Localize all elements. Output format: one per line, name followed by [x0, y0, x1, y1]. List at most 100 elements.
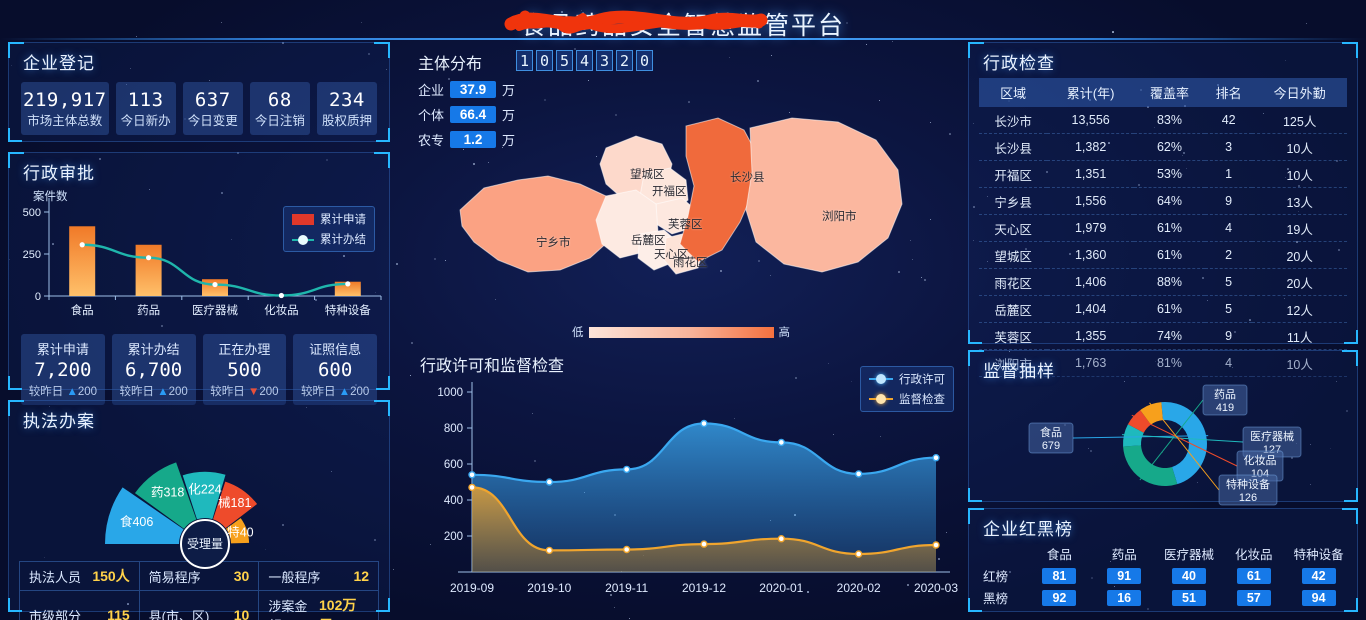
kpi-card[interactable]: 68 今日注销 [250, 82, 310, 135]
table-cell: 74% [1134, 323, 1205, 350]
svg-text:械181: 械181 [218, 495, 251, 510]
stat-card-value: 500 [203, 359, 287, 381]
stat-card-delta: 较昨日 ▲200 [112, 383, 196, 399]
enforcement-stats-table: 执法人员 150人 简易程序 30 一般程序 12 市级部分 115 县(市、区) 1… [19, 561, 379, 620]
map-legend-high-label: 高 [779, 324, 791, 340]
svg-text:食406: 食406 [120, 514, 153, 529]
red-black-header-row: 食品 药品 医疗器械 化妆品 特种设备 [975, 544, 1351, 563]
enforcement-stat-cell: 一般程序 12 [258, 562, 378, 590]
administrative-inspection-table: 区域 累计(年) 覆盖率 排名 今日外勤 长沙市 13,556 83% 42 125人 长沙县 1,… [979, 78, 1347, 377]
svg-text:食品: 食品 [71, 303, 94, 317]
table-row[interactable]: 雨花区 1,406 88% 5 20人 [979, 269, 1347, 296]
svg-text:特40: 特40 [227, 524, 253, 539]
map-region-label[interactable]: 雨花区 [673, 254, 708, 270]
red-black-list-title: 企业红黑榜 [969, 509, 1357, 540]
page-title: 食品药品安全智慧监管平台 [0, 6, 1366, 42]
table-cell: 64% [1134, 188, 1205, 215]
table-cell: 11人 [1252, 323, 1347, 350]
red-black-cell: 40 [1157, 568, 1222, 584]
table-column-header: 排名 [1205, 78, 1252, 107]
table-row[interactable]: 望城区 1,360 61% 2 20人 [979, 242, 1347, 269]
table-cell: 岳麓区 [979, 296, 1047, 323]
counter-digit: 3 [596, 50, 613, 71]
table-cell: 长沙市 [979, 107, 1047, 134]
kpi-value: 113 [118, 89, 174, 111]
table-row[interactable]: 芙蓉区 1,355 74% 9 11人 [979, 323, 1347, 350]
delta-arrow-icon: ▲ [339, 386, 350, 398]
table-cell: 53% [1134, 161, 1205, 188]
panel-permit-inspection: 行政许可和监督检查 200 400 600 800 1000 2019-09 2019-10… [414, 352, 960, 614]
stat-card-label: 累计办结 [112, 339, 196, 358]
table-cell: 4 [1205, 215, 1252, 242]
red-black-column-header: 化妆品 [1221, 544, 1286, 563]
stat-card[interactable]: 证照信息 600 较昨日 ▲200 [293, 334, 377, 405]
table-row[interactable]: 岳麓区 1,404 61% 5 12人 [979, 296, 1347, 323]
svg-text:医疗器械: 医疗器械 [192, 303, 238, 317]
svg-text:250: 250 [23, 249, 41, 261]
map-region-label[interactable]: 开福区 [652, 183, 687, 199]
supervision-sampling-title: 监督抽样 [969, 351, 1357, 382]
enforcement-stat-cell: 涉案金额 102万元 [258, 591, 378, 620]
red-black-cell: 81 [1027, 568, 1092, 584]
map-region-label[interactable]: 宁乡市 [536, 234, 571, 250]
table-column-header: 区域 [979, 78, 1047, 107]
svg-text:化妆品: 化妆品 [1244, 453, 1277, 467]
legend-swatch-line-icon [292, 234, 314, 245]
svg-text:化妆品: 化妆品 [264, 303, 299, 317]
enforcement-stat-cell: 执法人员 150人 [20, 562, 139, 590]
table-cell: 芙蓉区 [979, 323, 1047, 350]
counter-digit: 5 [556, 50, 573, 71]
kpi-card[interactable]: 113 今日新办 [116, 82, 176, 135]
administrative-approval-title: 行政审批 [9, 153, 389, 184]
svg-text:药品: 药品 [1214, 388, 1236, 401]
red-black-cell: 61 [1221, 568, 1286, 584]
svg-text:200: 200 [444, 531, 463, 543]
stat-card-delta: 较昨日 ▲200 [293, 383, 377, 399]
red-black-column-header: 特种设备 [1286, 544, 1351, 563]
table-cell: 10人 [1252, 161, 1347, 188]
stat-card-delta: 较昨日 ▼200 [203, 383, 287, 399]
red-black-row: 黑榜 92 16 51 57 94 [975, 588, 1351, 607]
table-row[interactable]: 长沙县 1,382 62% 3 10人 [979, 134, 1347, 161]
enforcement-rose-chart: 食406 药318 化224 械181 特40 受理量 [9, 432, 389, 557]
table-cell: 20人 [1252, 242, 1347, 269]
table-row[interactable]: 天心区 1,979 61% 4 19人 [979, 215, 1347, 242]
red-black-column-header: 食品 [1027, 544, 1092, 563]
map-region-label[interactable]: 芙蓉区 [668, 216, 703, 232]
table-cell: 13,556 [1047, 107, 1134, 134]
stat-card-value: 6,700 [112, 359, 196, 381]
table-cell: 望城区 [979, 242, 1047, 269]
table-cell: 19人 [1252, 215, 1347, 242]
kpi-card[interactable]: 234 股权质押 [317, 82, 377, 135]
delta-arrow-icon: ▲ [157, 386, 168, 398]
table-cell: 1,351 [1047, 161, 1134, 188]
table-cell: 10人 [1252, 134, 1347, 161]
table-cell: 1 [1205, 161, 1252, 188]
table-cell: 61% [1134, 215, 1205, 242]
map-region-label[interactable]: 浏阳市 [822, 208, 857, 224]
stat-card-label: 证照信息 [293, 339, 377, 358]
enforcement-stat-value: 115 [107, 607, 130, 620]
map-region-label[interactable]: 望城区 [630, 166, 665, 182]
table-cell: 2 [1205, 242, 1252, 269]
table-row[interactable]: 长沙市 13,556 83% 42 125人 [979, 107, 1347, 134]
legend-swatch-bar-icon [292, 214, 314, 225]
table-cell: 1,382 [1047, 134, 1134, 161]
kpi-card[interactable]: 637 今日变更 [183, 82, 243, 135]
table-row[interactable]: 宁乡县 1,556 64% 9 13人 [979, 188, 1347, 215]
kpi-card[interactable]: 219,917 市场主体总数 [21, 82, 109, 135]
map-region-label[interactable]: 长沙县 [730, 169, 765, 185]
enforcement-stat-label: 简易程序 [149, 567, 201, 586]
red-black-row-label: 黑榜 [975, 588, 1027, 607]
table-cell: 61% [1134, 296, 1205, 323]
enforcement-stat-label: 市级部分 [29, 606, 81, 620]
red-black-row-list: 红榜 81 91 40 61 42 黑榜 92 16 51 57 94 [975, 566, 1351, 607]
stat-card[interactable]: 正在办理 500 较昨日 ▼200 [203, 334, 287, 405]
dashboard-header: 食品药品安全智慧监管平台 [0, 0, 1366, 40]
table-cell: 开福区 [979, 161, 1047, 188]
table-row[interactable]: 开福区 1,351 53% 1 10人 [979, 161, 1347, 188]
table-cell: 5 [1205, 296, 1252, 323]
kpi-value: 234 [319, 89, 375, 111]
stat-card[interactable]: 累计办结 6,700 较昨日 ▲200 [112, 334, 196, 405]
stat-card[interactable]: 累计申请 7,200 较昨日 ▲200 [21, 334, 105, 405]
